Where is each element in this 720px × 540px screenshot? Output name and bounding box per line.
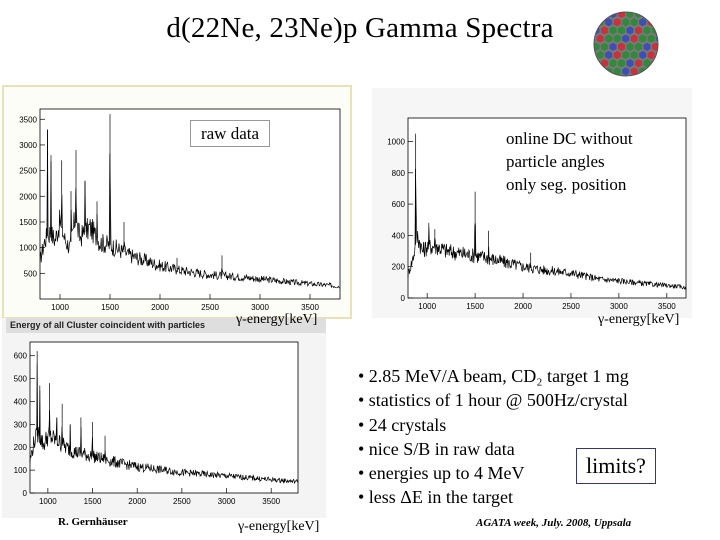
x-tick-label: 2500 (173, 497, 191, 506)
raw-data-label: raw data (190, 120, 270, 147)
x-tick-label: 2000 (514, 302, 532, 311)
y-tick-label: 1000 (19, 244, 37, 253)
y-tick-label: 300 (14, 420, 28, 429)
bullet-item: • less ΔE in the target (358, 487, 514, 508)
agata-sphere-icon (593, 11, 659, 77)
limits-callout: limits? (576, 448, 656, 484)
x-axis-label-online: γ-energy[keV] (598, 312, 680, 327)
x-axis-label-raw: γ-energy[keV] (236, 312, 318, 327)
x-tick-label: 2500 (201, 303, 219, 312)
x-tick-label: 2500 (562, 302, 580, 311)
y-tick-label: 0 (401, 294, 406, 303)
x-tick-label: 1500 (101, 303, 119, 312)
y-tick-label: 100 (14, 466, 28, 475)
bullet-list: • 2.85 MeV/A beam, CD₂ target 1 mg • sta… (358, 364, 629, 510)
bullet-item: • statistics of 1 hour @ 500Hz/crystal (358, 390, 628, 411)
x-tick-label: 1000 (39, 497, 57, 506)
x-tick-label: 2000 (128, 497, 146, 506)
plot-frame (29, 341, 299, 494)
online-dc-line-1: online DC without (506, 129, 633, 148)
x-tick-label: 3500 (301, 303, 319, 312)
online-dc-spectrum-chart: 0 200 400 600 800 1000 1000 1500 2000 2500 3000 350… (387, 117, 687, 311)
y-tick-label: 400 (14, 397, 28, 406)
conference-footer: AGATA week, July. 2008, Uppsala (476, 517, 632, 529)
y-tick-label: 500 (24, 269, 38, 278)
x-tick-label: 1500 (84, 497, 102, 506)
x-tick-label: 3000 (610, 302, 628, 311)
x-tick-label: 1000 (51, 303, 69, 312)
coincidence-spectrum-panel: 0 100 200 300 400 500 600 1000 1500 2000 2500 3000 3… (2, 318, 326, 518)
x-tick-label: 3500 (658, 302, 676, 311)
y-tick-label: 3000 (19, 141, 37, 150)
y-tick-label: 200 (392, 263, 406, 272)
bullet-item: • 24 crystals (358, 414, 447, 435)
y-tick-label: 1500 (19, 218, 37, 227)
bullet-item: • nice S/B in raw data (358, 438, 515, 459)
y-tick-label: 800 (392, 169, 406, 178)
raw-spectrum-panel: 500 1000 1500 2000 2500 3000 3500 1000 1500 2000 2… (2, 85, 352, 319)
spectrum-line (407, 168, 687, 290)
y-tick-label: 200 (14, 443, 28, 452)
y-tick-label: 2500 (19, 167, 37, 176)
y-tick-label: 500 (14, 375, 28, 384)
x-tick-label: 3000 (218, 497, 236, 506)
raw-spectrum-chart: 500 1000 1500 2000 2500 3000 3500 1000 1500 2000 2… (19, 108, 341, 312)
x-tick-label: 3500 (262, 497, 280, 506)
slide-title: d(22Ne, 23Ne)p Gamma Spectra (166, 12, 554, 44)
author-footer: R. Gernhäuser (58, 516, 128, 528)
x-tick-label: 3000 (251, 303, 269, 312)
x-axis-label-coincidence: γ-energy[keV] (238, 519, 320, 534)
bullet-item: • 2.85 MeV/A beam, CD₂ target 1 mg (358, 366, 629, 386)
y-tick-label: 3500 (19, 115, 37, 124)
online-dc-spectrum-panel: 0 200 400 600 800 1000 1000 1500 2000 2500 3000 350… (372, 88, 692, 318)
y-tick-label: 2000 (19, 192, 37, 201)
histogram-caption: Energy of all Cluster coincident with pa… (6, 318, 326, 333)
y-tick-label: 600 (14, 352, 28, 361)
y-tick-label: 0 (23, 489, 28, 498)
x-tick-label: 1000 (418, 302, 436, 311)
y-tick-label: 1000 (387, 137, 405, 146)
bullet-item: • energies up to 4 MeV (358, 463, 525, 484)
coincidence-spectrum-chart: 0 100 200 300 400 500 600 1000 1500 2000 2500 3000 3… (14, 341, 299, 506)
online-dc-line-2: particle angles (506, 152, 605, 171)
online-dc-line-3: only seg. position (506, 175, 627, 194)
y-tick-label: 600 (392, 200, 406, 209)
spectrum-line (29, 363, 298, 485)
x-tick-label: 2000 (151, 303, 169, 312)
online-dc-label: online DC without particle angles only s… (502, 125, 660, 198)
y-tick-label: 400 (392, 231, 406, 240)
x-tick-label: 1500 (466, 302, 484, 311)
spectrum-line (39, 129, 340, 289)
